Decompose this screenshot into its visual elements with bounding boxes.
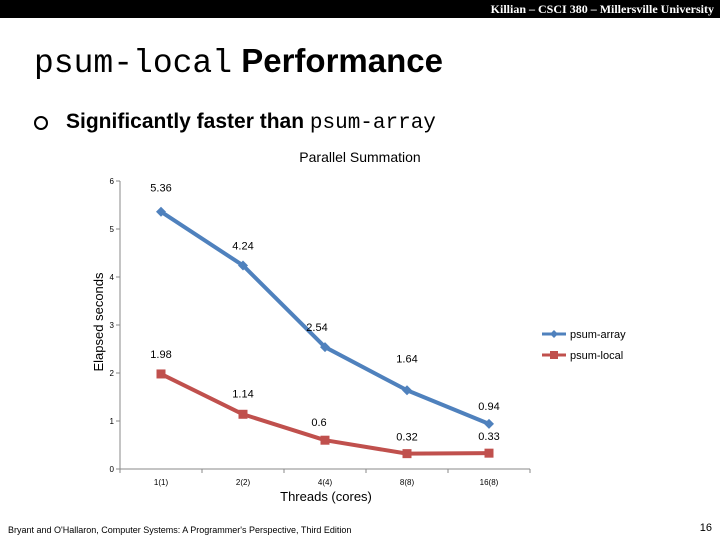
bullet-text: Significantly faster than — [66, 110, 310, 133]
footer-citation: Bryant and O'Hallaron, Computer Systems:… — [8, 525, 352, 535]
x-axis-title: Threads (cores) — [280, 489, 372, 504]
title-text: Performance — [232, 42, 443, 79]
data-point-psum-array — [484, 418, 494, 429]
page-number: 16 — [699, 522, 712, 534]
x-tick-label: 8(8) — [400, 478, 415, 487]
y-tick-label: 3 — [110, 321, 115, 330]
y-axis-title: Elapsed seconds — [91, 272, 106, 372]
line-chart: Parallel Summation 0 1 2 3 4 5 6 1(1) 2(2) 4(4) 8(8… — [91, 149, 626, 504]
x-tick-label: 4(4) — [318, 478, 333, 487]
data-label-psum-array: 0.94 — [478, 401, 499, 413]
data-point-psum-array — [402, 385, 412, 396]
y-tick-label: 1 — [110, 417, 115, 426]
x-tick-label: 2(2) — [236, 478, 251, 487]
data-label-psum-array: 5.36 — [150, 183, 171, 195]
data-label-psum-array: 1.64 — [396, 353, 417, 365]
data-label-psum-array: 4.24 — [232, 240, 253, 252]
data-label-psum-local: 0.33 — [478, 431, 499, 443]
data-point-psum-local — [156, 369, 166, 379]
y-tick-label: 0 — [110, 465, 115, 474]
top-bar: Killian – CSCI 380 – Millersville Univer… — [0, 0, 720, 18]
series-line-psum-array — [159, 210, 490, 426]
y-tick-label: 5 — [110, 225, 115, 234]
x-tick-label: 1(1) — [154, 478, 169, 487]
course-header: Killian – CSCI 380 – Millersville Univer… — [490, 2, 714, 16]
chart-title: Parallel Summation — [299, 149, 420, 165]
data-point-psum-local — [484, 448, 494, 458]
y-tick-label: 2 — [110, 369, 115, 378]
legend-label-psum-array: psum-array — [570, 329, 626, 341]
data-label-psum-array: 2.54 — [306, 322, 327, 334]
data-point-psum-local — [402, 449, 412, 459]
data-point-psum-local — [320, 435, 330, 445]
bullet-point: Significantly faster than psum-array — [66, 110, 436, 135]
data-point-psum-local — [238, 409, 248, 419]
data-point-psum-array — [156, 206, 166, 217]
legend-marker-psum-local — [550, 351, 558, 359]
data-label-psum-local: 1.98 — [150, 349, 171, 361]
bullet-code: psum-array — [309, 112, 436, 135]
legend-marker-psum-array — [550, 330, 558, 338]
data-point-psum-array — [320, 342, 330, 353]
title-code: psum-local — [34, 45, 233, 82]
data-point-psum-array — [238, 260, 248, 271]
x-tick-label: 16(8) — [480, 478, 499, 487]
data-label-psum-local: 0.6 — [311, 417, 326, 429]
slide-title: psum-local Performance — [34, 42, 443, 82]
data-label-psum-local: 0.32 — [396, 432, 417, 444]
data-label-psum-local: 1.14 — [232, 388, 253, 400]
y-tick-label: 6 — [110, 177, 115, 186]
y-tick-label: 4 — [110, 273, 115, 282]
legend-label-psum-local: psum-local — [570, 350, 623, 362]
bullet-circle-icon — [34, 116, 48, 130]
